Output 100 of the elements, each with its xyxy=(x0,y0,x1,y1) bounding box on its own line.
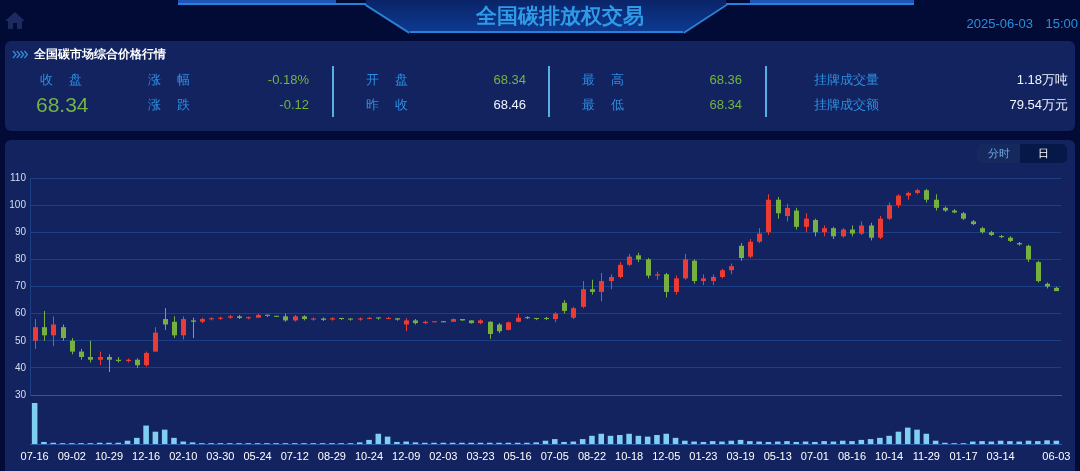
candlestick xyxy=(181,315,186,340)
y-tick-label: 50 xyxy=(14,334,27,346)
candlestick xyxy=(581,280,586,309)
bar xyxy=(682,440,688,444)
y-tick-label: 30 xyxy=(14,388,27,400)
x-tick-label: 11-29 xyxy=(912,449,940,462)
y-tick-label: 80 xyxy=(14,253,27,265)
bar xyxy=(663,433,670,444)
x-tick-label: 07-01 xyxy=(800,449,829,462)
x-tick-label: 02-03 xyxy=(429,449,458,462)
candlestick xyxy=(51,315,56,347)
text: 最 低 xyxy=(582,96,624,112)
bar xyxy=(552,439,558,444)
y-tick-label: 40 xyxy=(14,361,27,373)
x-tick-label: 02-10 xyxy=(169,449,198,462)
bar xyxy=(877,437,883,444)
bar xyxy=(626,433,632,444)
text: 全国碳排放权交易 xyxy=(476,4,644,28)
text: 68.34 xyxy=(709,96,742,112)
x-tick-label: 03-19 xyxy=(726,449,755,462)
bar xyxy=(31,403,38,444)
x-tick-label: 08-29 xyxy=(317,449,346,462)
candlestick xyxy=(599,272,604,302)
bar xyxy=(765,441,772,444)
bar xyxy=(849,441,855,444)
candlestick xyxy=(683,253,688,281)
tab-button: 日 xyxy=(1020,144,1067,163)
candlestick xyxy=(191,317,196,339)
text: 全国碳市场综合价格行情 xyxy=(34,47,166,61)
bar xyxy=(654,434,660,444)
x-tick-label: 05-24 xyxy=(243,449,272,462)
candlestick xyxy=(358,316,363,322)
bar xyxy=(979,441,985,444)
candlestick xyxy=(311,316,316,322)
bar xyxy=(561,441,567,444)
candlestick xyxy=(776,196,781,220)
text: 涨 跌 xyxy=(148,96,190,112)
candlestick xyxy=(804,212,809,233)
text: -0.12 xyxy=(279,96,309,112)
x-tick-label: 12-16 xyxy=(132,449,161,462)
x-tick-label: 12-05 xyxy=(652,449,681,462)
bar xyxy=(709,441,716,444)
x-tick-label: 09-02 xyxy=(57,449,86,462)
x-tick-label: 03-14 xyxy=(986,449,1015,462)
candlestick xyxy=(88,340,93,363)
bar xyxy=(867,439,874,444)
text: -0.18% xyxy=(267,71,309,87)
text: 涨 幅 xyxy=(148,71,190,87)
text: 昨 收 xyxy=(366,96,408,112)
text: 68.34 xyxy=(36,92,89,116)
candlestick xyxy=(1036,260,1041,283)
x-tick-label: 10-24 xyxy=(354,449,384,462)
text: 68.36 xyxy=(709,71,742,87)
bar xyxy=(366,439,372,444)
bar xyxy=(134,437,140,444)
y-tick-label: 70 xyxy=(14,280,27,292)
bar xyxy=(589,435,595,444)
bar xyxy=(394,441,400,444)
candlestick xyxy=(646,257,651,279)
y-tick-label: 90 xyxy=(14,226,27,237)
candlestick xyxy=(664,272,669,298)
candlestick xyxy=(172,315,177,339)
text: 挂牌成交额 xyxy=(814,96,879,112)
bar xyxy=(1044,440,1050,444)
x-tick-label: 01-23 xyxy=(689,449,718,462)
bar xyxy=(839,440,846,444)
x-tick-label: 07-16 xyxy=(20,449,49,462)
bar xyxy=(914,429,920,444)
bar xyxy=(821,441,827,444)
bar xyxy=(598,433,605,444)
x-tick-label: 10-18 xyxy=(615,449,644,462)
x-tick-label: 08-22 xyxy=(577,449,607,462)
bar xyxy=(143,425,149,444)
bar xyxy=(617,434,623,444)
x-tick-label: 06-03 xyxy=(1042,449,1071,462)
x-tick-label: 03-23 xyxy=(466,449,495,462)
bar xyxy=(886,435,892,444)
text: 收 盘 xyxy=(40,71,82,87)
x-tick-label: 08-16 xyxy=(837,449,867,462)
bar xyxy=(904,427,911,444)
candlestick xyxy=(163,307,168,331)
bar xyxy=(579,439,586,444)
candlestick xyxy=(153,326,158,353)
x-tick-label: 07-05 xyxy=(540,449,569,462)
x-tick-label: 01-17 xyxy=(949,449,978,462)
candlestick xyxy=(878,215,883,240)
text: 79.54万元 xyxy=(1009,96,1068,112)
text: 68.34 xyxy=(493,71,526,87)
bar xyxy=(784,441,790,444)
text: 开 盘 xyxy=(366,71,408,87)
x-tick-label: 10-29 xyxy=(94,449,124,462)
candlestick xyxy=(748,238,753,259)
tab-button: 分时 xyxy=(977,144,1020,163)
text: 2025-06-03 xyxy=(966,15,1033,31)
x-tick-label: 12-09 xyxy=(392,449,421,462)
x-tick-label: 10-14 xyxy=(875,449,904,462)
bar xyxy=(41,441,47,444)
x-tick-label: 07-12 xyxy=(280,449,309,462)
bar xyxy=(1034,441,1041,444)
text: 15:00 xyxy=(1045,15,1078,31)
